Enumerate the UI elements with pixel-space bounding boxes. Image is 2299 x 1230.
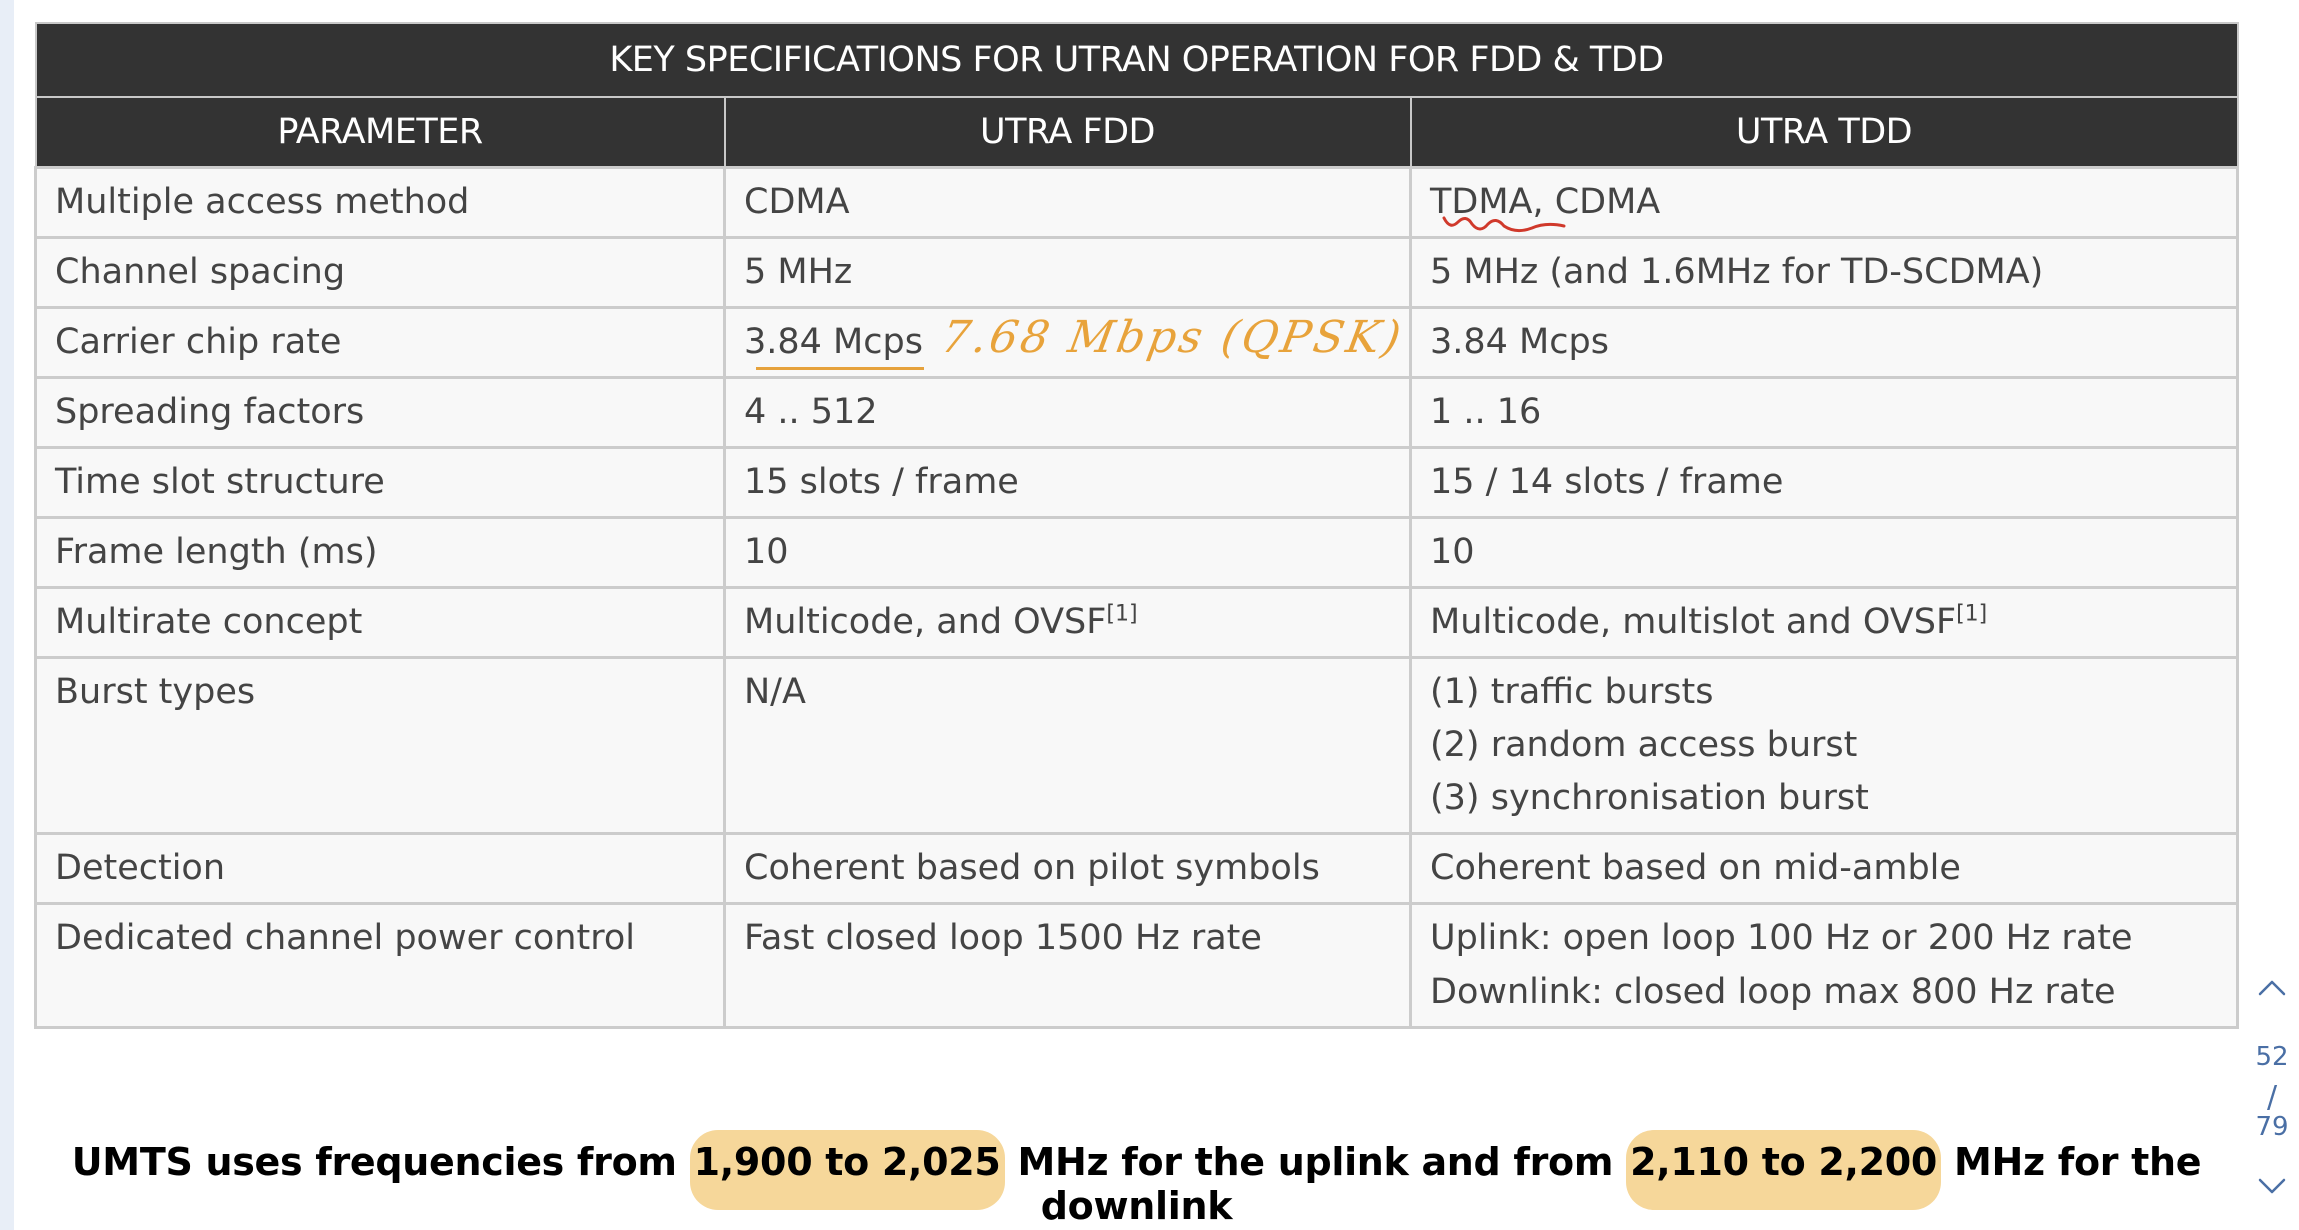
tdd-cell: Coherent based on mid-amble <box>1409 831 2239 905</box>
tdd-cell: 10 <box>1409 515 2239 589</box>
tdd-cell: Uplink: open loop 100 Hz or 200 Hz rate … <box>1409 901 2239 1029</box>
tdd-line: (1) traffic bursts <box>1430 671 1714 712</box>
fdd-cell: N/A <box>723 655 1412 835</box>
table-row: Detection Coherent based on pilot symbol… <box>34 831 2239 905</box>
param-cell: Channel spacing <box>34 235 726 309</box>
tdd-cell: 1 .. 16 <box>1409 375 2239 449</box>
fdd-cell: 5 MHz <box>723 235 1412 309</box>
annotation-squiggle <box>1442 216 1566 233</box>
table-row: Burst types N/A (1) traffic bursts (2) r… <box>34 655 2239 835</box>
header-utra-tdd: UTRA TDD <box>1409 96 2239 168</box>
footnote-ref-link[interactable]: [1] <box>1956 600 1988 626</box>
header-utra-fdd: UTRA FDD <box>723 96 1412 168</box>
handwritten-annotation: 7.68 Mbps (QPSK) <box>937 312 1408 363</box>
caption-text: UMTS uses frequencies from <box>71 1140 690 1184</box>
param-cell: Time slot structure <box>34 445 726 519</box>
fdd-text: Multicode, and OVSF <box>744 601 1107 642</box>
param-cell: Frame length (ms) <box>34 515 726 589</box>
tdd-cell: (1) traffic bursts (2) random access bur… <box>1409 655 2239 835</box>
caption-text: MHz for the downlink <box>1040 1140 2202 1228</box>
param-cell: Dedicated channel power control <box>34 901 726 1029</box>
page-separator: / <box>2266 1080 2278 1115</box>
fdd-cell: 4 .. 512 <box>723 375 1412 449</box>
annotation-underline <box>756 367 924 370</box>
fdd-cell: 3.84 Mcps <box>723 305 1412 379</box>
caption-text: MHz for the uplink and from <box>1004 1140 1627 1184</box>
param-cell: Burst types <box>34 655 726 835</box>
current-page-number: 52 <box>2255 1042 2289 1072</box>
spec-table: KEY SPECIFICATIONS FOR UTRAN OPERATION F… <box>34 22 2239 1029</box>
tdd-cell: 5 MHz (and 1.6MHz for TD-SCDMA) <box>1409 235 2239 309</box>
fdd-cell: 10 <box>723 515 1412 589</box>
param-cell: Multirate concept <box>34 585 726 659</box>
table-row: Spreading factors 4 .. 512 1 .. 16 <box>34 375 2239 449</box>
slide-page: KEY SPECIFICATIONS FOR UTRAN OPERATION F… <box>14 0 2245 1230</box>
table-row: Multiple access method CDMA TDMA, CDMA <box>34 165 2239 239</box>
tdd-cell: Multicode, multislot and OVSF[1] <box>1409 585 2239 659</box>
tdd-text: Multicode, multislot and OVSF <box>1430 601 1957 642</box>
header-parameter: PARAMETER <box>34 96 726 168</box>
table-row: Channel spacing 5 MHz 5 MHz (and 1.6MHz … <box>34 235 2239 309</box>
table-row: Carrier chip rate 3.84 Mcps 3.84 Mcps <box>34 305 2239 379</box>
slide-caption: UMTS uses frequencies from 1,900 to 2,02… <box>14 1130 2259 1228</box>
table-row: Frame length (ms) 10 10 <box>34 515 2239 589</box>
tdd-line: (3) synchronisation burst <box>1430 777 1869 818</box>
param-cell: Spreading factors <box>34 375 726 449</box>
chevron-down-icon[interactable] <box>2255 1168 2289 1202</box>
footnote-ref-link[interactable]: [1] <box>1106 600 1138 626</box>
tdd-line: (2) random access burst <box>1430 724 1858 765</box>
chevron-up-icon[interactable] <box>2255 972 2289 1006</box>
fdd-cell: CDMA <box>723 165 1412 239</box>
caption-highlight: 1,900 to 2,025 <box>689 1130 1005 1210</box>
table-row: Multirate concept Multicode, and OVSF[1]… <box>34 585 2239 659</box>
tdd-cell: TDMA, CDMA <box>1409 165 2239 239</box>
table-row: Time slot structure 15 slots / frame 15 … <box>34 445 2239 519</box>
param-cell: Detection <box>34 831 726 905</box>
tdd-line: Uplink: open loop 100 Hz or 200 Hz rate <box>1430 917 2133 958</box>
page-navigator: 52 / 79 <box>2245 960 2299 1220</box>
fdd-cell: Multicode, and OVSF[1] <box>723 585 1412 659</box>
table-row: Dedicated channel power control Fast clo… <box>34 901 2239 1029</box>
slide-frame: KEY SPECIFICATIONS FOR UTRAN OPERATION F… <box>0 0 2245 1230</box>
param-cell: Multiple access method <box>34 165 726 239</box>
table-caption: KEY SPECIFICATIONS FOR UTRAN OPERATION F… <box>34 22 2239 98</box>
fdd-cell: 15 slots / frame <box>723 445 1412 519</box>
tdd-line: Downlink: closed loop max 800 Hz rate <box>1430 971 2116 1012</box>
param-cell: Carrier chip rate <box>34 305 726 379</box>
tdd-cell: 3.84 Mcps <box>1409 305 2239 379</box>
fdd-cell: Fast closed loop 1500 Hz rate <box>723 901 1412 1029</box>
caption-highlight: 2,110 to 2,200 <box>1626 1130 1942 1210</box>
tdd-cell: 15 / 14 slots / frame <box>1409 445 2239 519</box>
total-pages-number: 79 <box>2255 1112 2289 1142</box>
fdd-cell: Coherent based on pilot symbols <box>723 831 1412 905</box>
